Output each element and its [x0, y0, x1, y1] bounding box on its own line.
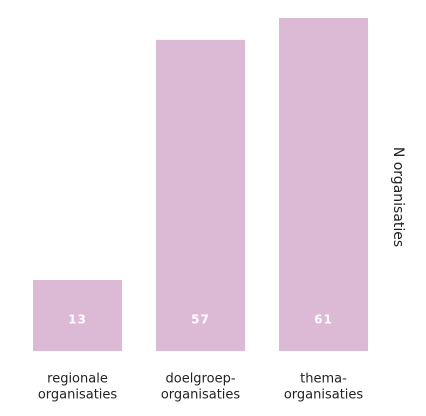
- bar: [156, 39, 245, 352]
- bar: [279, 18, 368, 351]
- value-label: 13: [68, 313, 87, 327]
- bar: [33, 280, 122, 351]
- x-tick-label: organisaties: [38, 388, 118, 403]
- y-axis-label: N organisaties: [390, 147, 406, 247]
- x-tick-label: organisaties: [284, 388, 364, 403]
- value-label: 61: [314, 313, 333, 327]
- x-tick-label: doelgroep-: [165, 372, 235, 387]
- x-tick-label: regionale: [47, 372, 108, 387]
- x-tick-label: organisaties: [161, 388, 241, 403]
- value-label: 57: [191, 313, 210, 327]
- x-tick-label: thema-: [300, 372, 347, 387]
